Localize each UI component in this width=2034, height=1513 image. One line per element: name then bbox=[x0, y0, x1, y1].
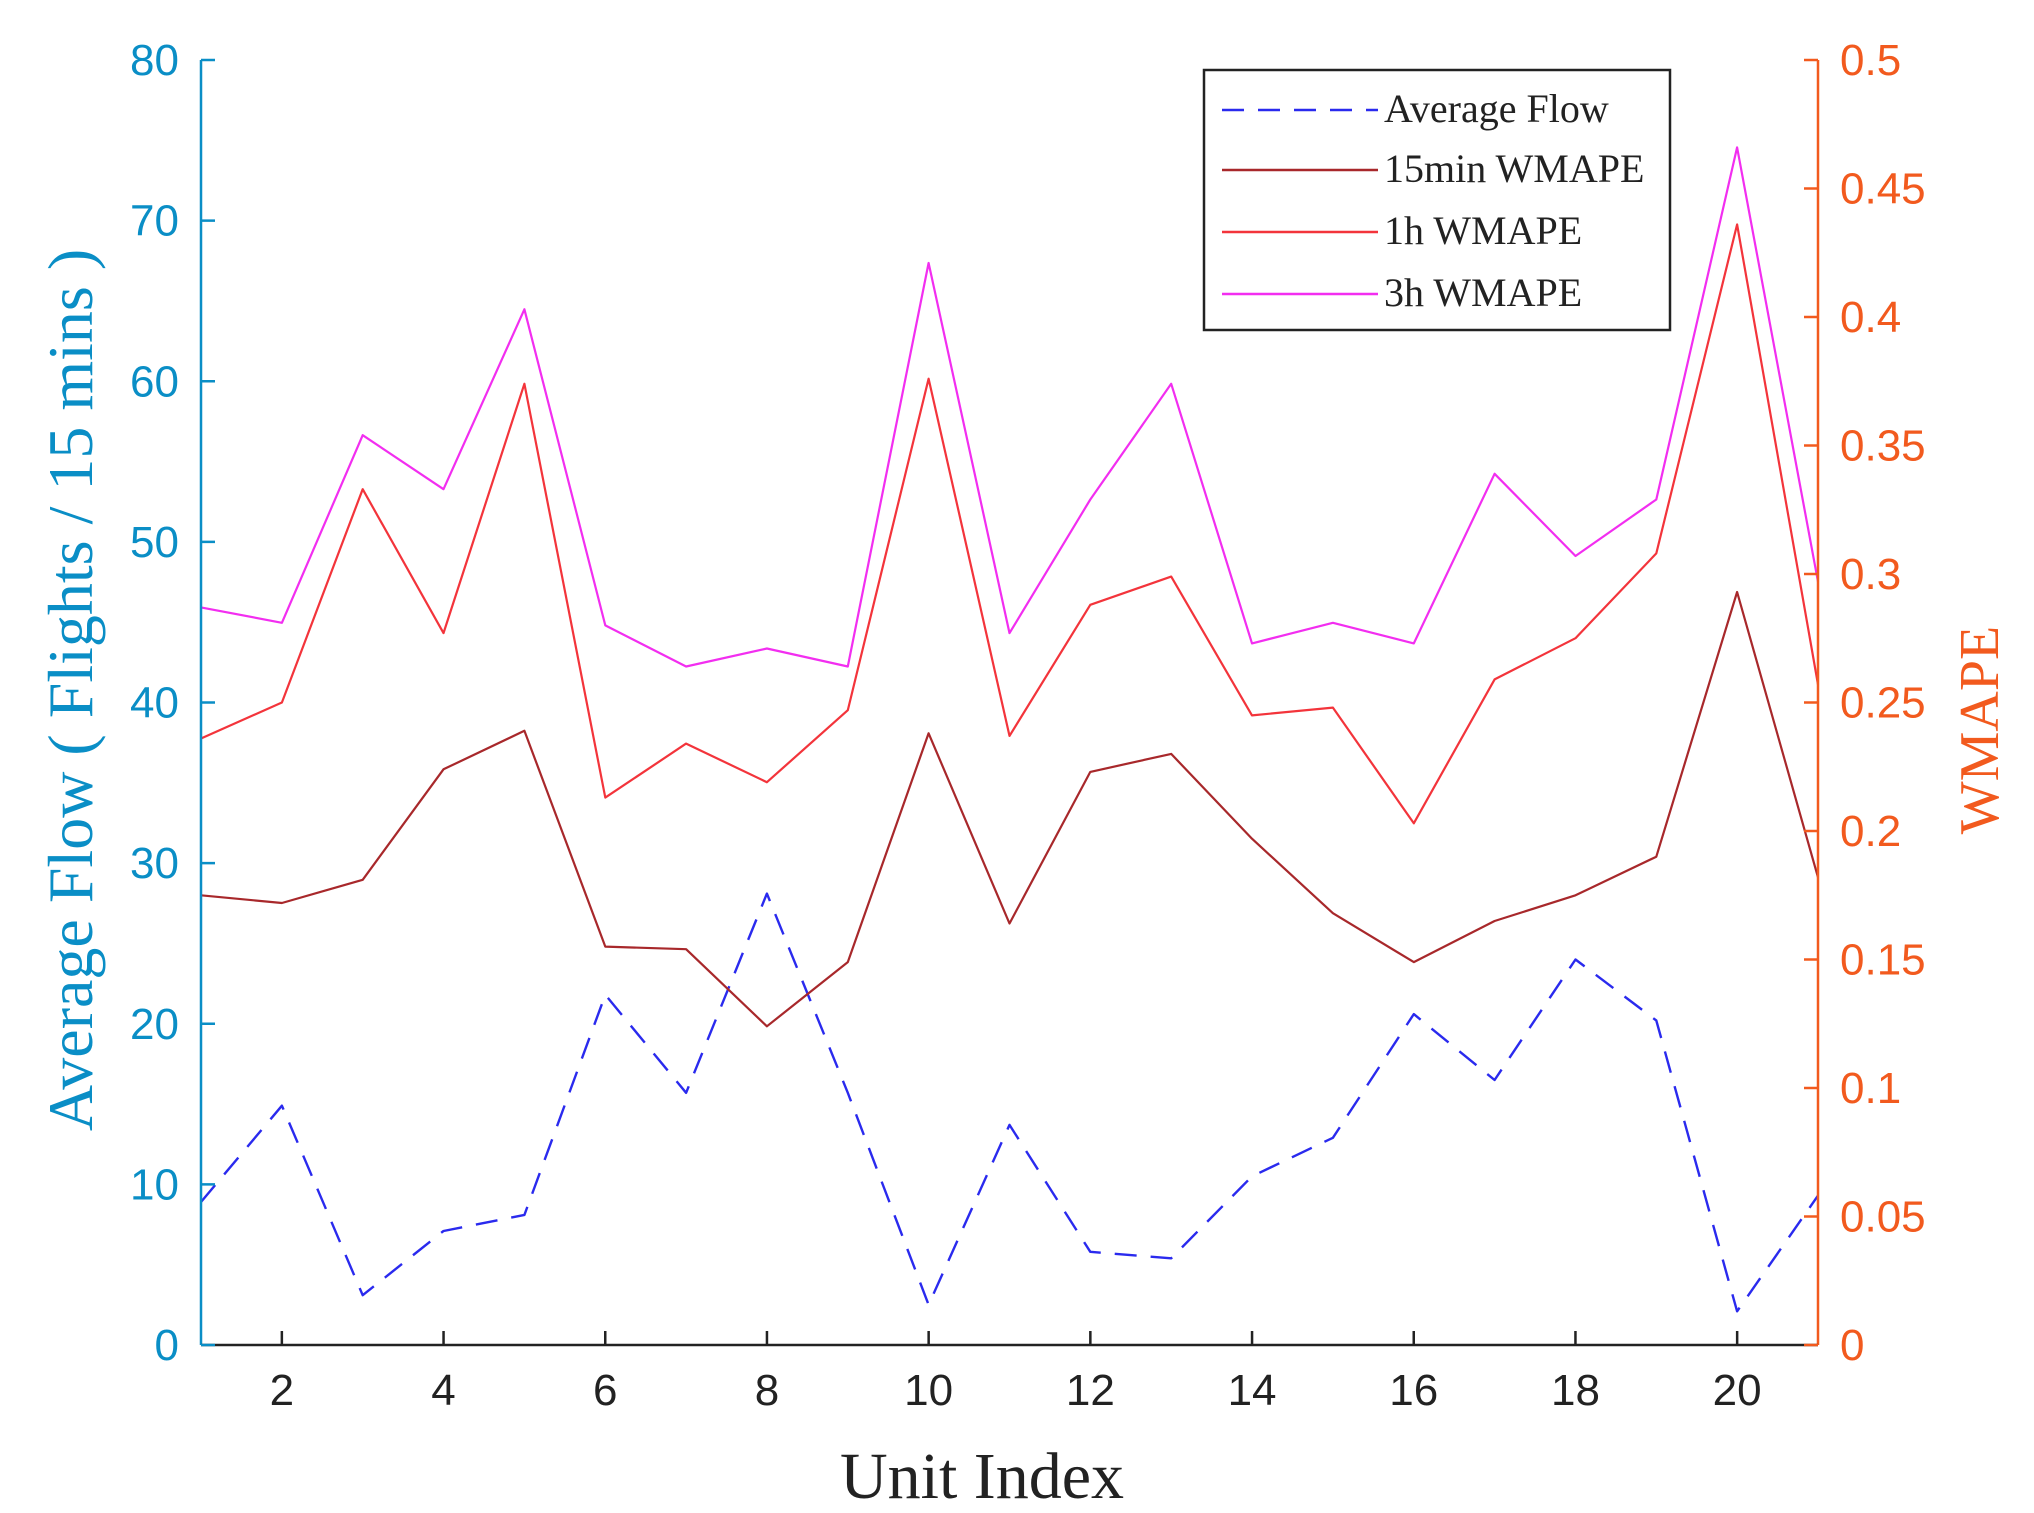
y-left-tick-label: 30 bbox=[130, 839, 179, 888]
y-right-tick-label: 0.15 bbox=[1840, 936, 1926, 985]
legend-box bbox=[1202, 68, 1672, 332]
x-tick-label: 4 bbox=[431, 1366, 455, 1415]
plot-series bbox=[200, 146, 1820, 1313]
y-left-tick-label: 60 bbox=[130, 357, 179, 406]
y-axis-right-title: WMAPE bbox=[1949, 626, 2011, 834]
y-left-tick-label: 40 bbox=[130, 679, 179, 728]
x-tick-label: 8 bbox=[755, 1366, 779, 1415]
ticks: 0 10 20 30 40 50 60 70 80 0 0.05 0.1 0.15 0.2 0.25 0.3 0… bbox=[130, 36, 1926, 1415]
y-right-tick-label: 0.2 bbox=[1840, 807, 1901, 856]
series-line-1h-wmape bbox=[200, 223, 1820, 825]
legend: Average Flow 15min WMAPE 1h WMAPE 3h WMA… bbox=[1202, 68, 1672, 332]
legend-label-3h-wmape: 3h WMAPE bbox=[1384, 270, 1582, 315]
x-tick-label: 10 bbox=[904, 1366, 953, 1415]
x-tick-label: 6 bbox=[593, 1366, 617, 1415]
y-left-tick-label: 10 bbox=[130, 1160, 179, 1209]
y-right-tick-label: 0.3 bbox=[1840, 550, 1901, 599]
y-right-tick-label: 0.05 bbox=[1840, 1193, 1926, 1242]
y-right-tick-label: 0.5 bbox=[1840, 36, 1901, 85]
y-left-tick-label: 20 bbox=[130, 1000, 179, 1049]
y-right-tick-label: 0.1 bbox=[1840, 1064, 1901, 1113]
x-axis-title: Unit Index bbox=[840, 1440, 1124, 1513]
y-right-tick-label: 0.4 bbox=[1840, 293, 1901, 342]
x-tick-label: 2 bbox=[270, 1366, 294, 1415]
x-tick-label: 14 bbox=[1228, 1366, 1277, 1415]
legend-label-average-flow: Average Flow bbox=[1384, 86, 1609, 131]
series-line-15min-wmape bbox=[200, 590, 1820, 1028]
series-line-3h-wmape bbox=[200, 146, 1820, 668]
x-tick-label: 18 bbox=[1551, 1366, 1600, 1415]
y-axis-left-title: Average Flow ( Flights / 15 mins ) bbox=[35, 249, 106, 1131]
y-left-tick-label: 50 bbox=[130, 518, 179, 567]
y-right-tick-label: 0 bbox=[1840, 1321, 1864, 1370]
legend-label-1h-wmape: 1h WMAPE bbox=[1384, 208, 1582, 253]
legend-label-15min-wmape: 15min WMAPE bbox=[1384, 146, 1644, 191]
y-left-tick-label: 0 bbox=[155, 1321, 179, 1370]
x-tick-label: 12 bbox=[1066, 1366, 1115, 1415]
y-left-tick-label: 70 bbox=[130, 197, 179, 246]
x-tick-label: 16 bbox=[1389, 1366, 1438, 1415]
series-line-average-flow bbox=[200, 892, 1819, 1313]
x-tick-label: 20 bbox=[1713, 1366, 1762, 1415]
y-right-tick-label: 0.35 bbox=[1840, 422, 1926, 471]
y-right-tick-label: 0.45 bbox=[1840, 165, 1926, 214]
y-right-tick-label: 0.25 bbox=[1840, 679, 1926, 728]
y-left-tick-label: 80 bbox=[130, 36, 179, 85]
